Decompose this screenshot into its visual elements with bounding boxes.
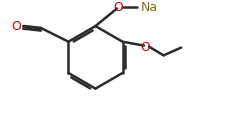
Text: O: O bbox=[140, 41, 150, 54]
Text: Na: Na bbox=[141, 1, 158, 14]
Text: O: O bbox=[12, 19, 21, 32]
Text: O: O bbox=[113, 1, 123, 14]
